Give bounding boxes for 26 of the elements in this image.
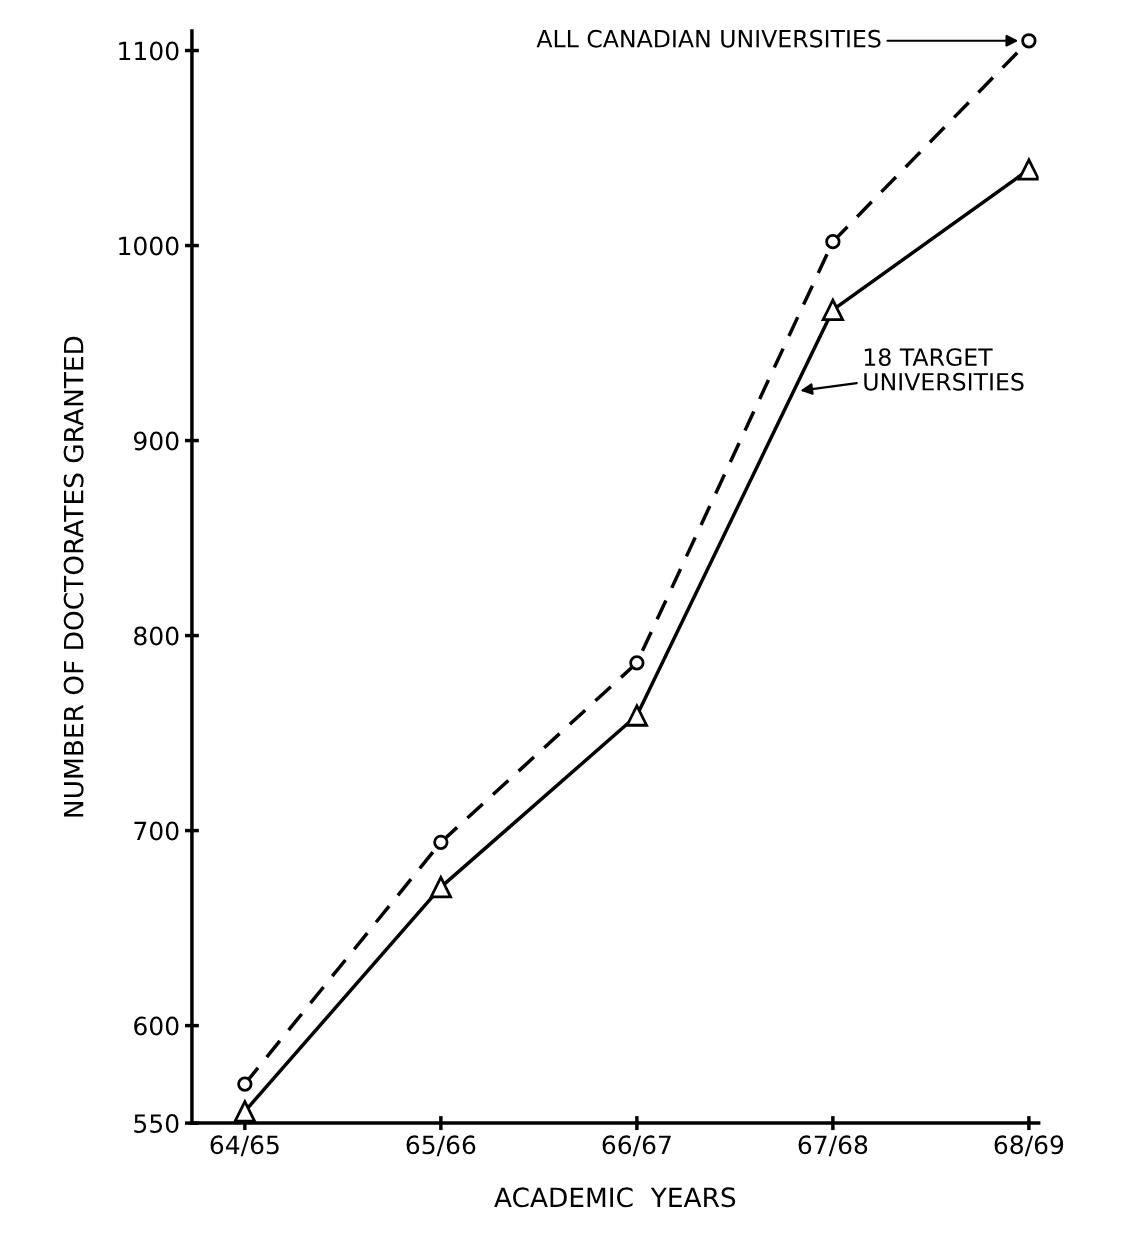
y-tick-label: 550 bbox=[134, 1114, 179, 1133]
point bbox=[1017, 158, 1039, 181]
x-tick-label: 64/65 bbox=[210, 1135, 279, 1157]
y-tick-label: 700 bbox=[134, 821, 179, 841]
y-tick-label: 900 bbox=[133, 431, 179, 451]
y-tick-label: 600 bbox=[134, 1016, 179, 1036]
point bbox=[821, 298, 844, 322]
text: ALL CANADIAN UNIVERSITIES bbox=[536, 29, 881, 48]
series-label: 18 TARGET UNIVERSITIES bbox=[864, 348, 1024, 391]
y-tick-label: 1100 bbox=[119, 41, 179, 61]
point bbox=[825, 234, 841, 250]
x-tick-label: 68/69 bbox=[994, 1135, 1064, 1157]
y-axis-title: NUMBER OF DOCTORATES GRANTED bbox=[63, 336, 84, 817]
x-tick-label: 66/67 bbox=[602, 1135, 671, 1157]
y-tick-label: 800 bbox=[134, 626, 179, 646]
point bbox=[1021, 33, 1037, 49]
point bbox=[429, 876, 452, 899]
x-tick-label: 67/68 bbox=[798, 1135, 868, 1157]
y-tick-label: 1000 bbox=[119, 236, 179, 256]
point bbox=[629, 655, 645, 671]
point bbox=[237, 1076, 253, 1092]
point bbox=[625, 704, 648, 727]
point bbox=[433, 834, 449, 850]
x-tick-label: 65/66 bbox=[406, 1135, 476, 1157]
point bbox=[233, 1100, 256, 1123]
x-axis-title: ACADEMIC YEARS bbox=[494, 1187, 736, 1208]
